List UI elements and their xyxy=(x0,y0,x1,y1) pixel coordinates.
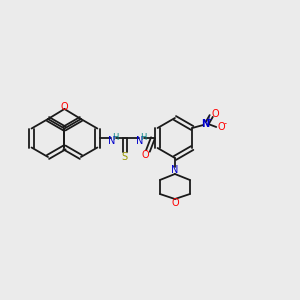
Text: N: N xyxy=(171,165,178,175)
Text: O: O xyxy=(212,109,219,119)
Text: S: S xyxy=(122,152,128,162)
Text: +: + xyxy=(205,116,211,124)
Text: O: O xyxy=(218,122,225,132)
Text: O: O xyxy=(171,198,179,208)
Text: N: N xyxy=(201,119,209,129)
Text: H: H xyxy=(112,133,118,142)
Text: -: - xyxy=(224,119,227,128)
Text: N: N xyxy=(136,136,144,146)
Text: H: H xyxy=(140,133,146,142)
Text: O: O xyxy=(61,102,68,112)
Text: N: N xyxy=(108,136,116,146)
Text: O: O xyxy=(141,150,149,160)
